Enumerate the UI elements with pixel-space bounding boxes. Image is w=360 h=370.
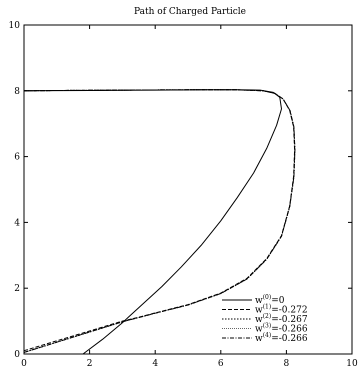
- legend-label-sup: (4): [263, 332, 272, 339]
- y-tick-label: 8: [14, 87, 20, 97]
- x-tick-label: 6: [218, 359, 224, 369]
- series-line-w0: [23, 89, 282, 355]
- x-tick-label: 10: [346, 359, 358, 369]
- legend-label-w4: w(4)=-0.266: [255, 332, 308, 344]
- legend-label-w3: w(3)=-0.266: [255, 323, 308, 335]
- legend-label-base: w: [255, 315, 263, 325]
- legend-label-base: w: [255, 296, 263, 306]
- legend-label-value: =-0.272: [271, 306, 307, 316]
- legend-label-value: =-0.267: [271, 315, 308, 325]
- legend: w(0)=0w(1)=-0.272w(2)=-0.267w(3)=-0.266w…: [222, 294, 308, 344]
- legend-label-value: =-0.266: [271, 334, 308, 344]
- axes: 0 2 4 6 8 10 0 2 4 6 8 10: [9, 21, 358, 369]
- legend-label-sup: (2): [263, 313, 272, 320]
- series-line-w1: [23, 89, 296, 352]
- y-tick-label: 6: [14, 153, 20, 163]
- legend-label-base: w: [255, 306, 263, 316]
- legend-label-sup: (1): [263, 304, 272, 311]
- legend-label-sup: (0): [263, 294, 272, 301]
- chart-title: Path of Charged Particle: [134, 7, 246, 17]
- x-tick-label: 8: [284, 359, 290, 369]
- series-line-w4: [23, 89, 296, 353]
- y-tick-label: 10: [9, 21, 21, 31]
- plot-frame: [23, 24, 353, 355]
- legend-label-w1: w(1)=-0.272: [255, 304, 308, 316]
- x-tick-label: 2: [87, 359, 93, 369]
- legend-label-w0: w(0)=0: [255, 294, 285, 306]
- x-tick-label: 0: [21, 359, 27, 369]
- legend-label-value: =-0.266: [271, 325, 308, 335]
- y-tick-label: 0: [14, 350, 20, 360]
- legend-label-value: =0: [271, 296, 285, 306]
- series-layer: [23, 89, 296, 355]
- legend-label-base: w: [255, 325, 263, 335]
- x-tick-label: 4: [152, 359, 158, 369]
- legend-label-sup: (3): [263, 323, 272, 330]
- legend-label-w2: w(2)=-0.267: [255, 313, 308, 325]
- legend-label-base: w: [255, 334, 263, 344]
- y-tick-label: 4: [14, 218, 20, 228]
- y-tick-label: 2: [14, 284, 20, 294]
